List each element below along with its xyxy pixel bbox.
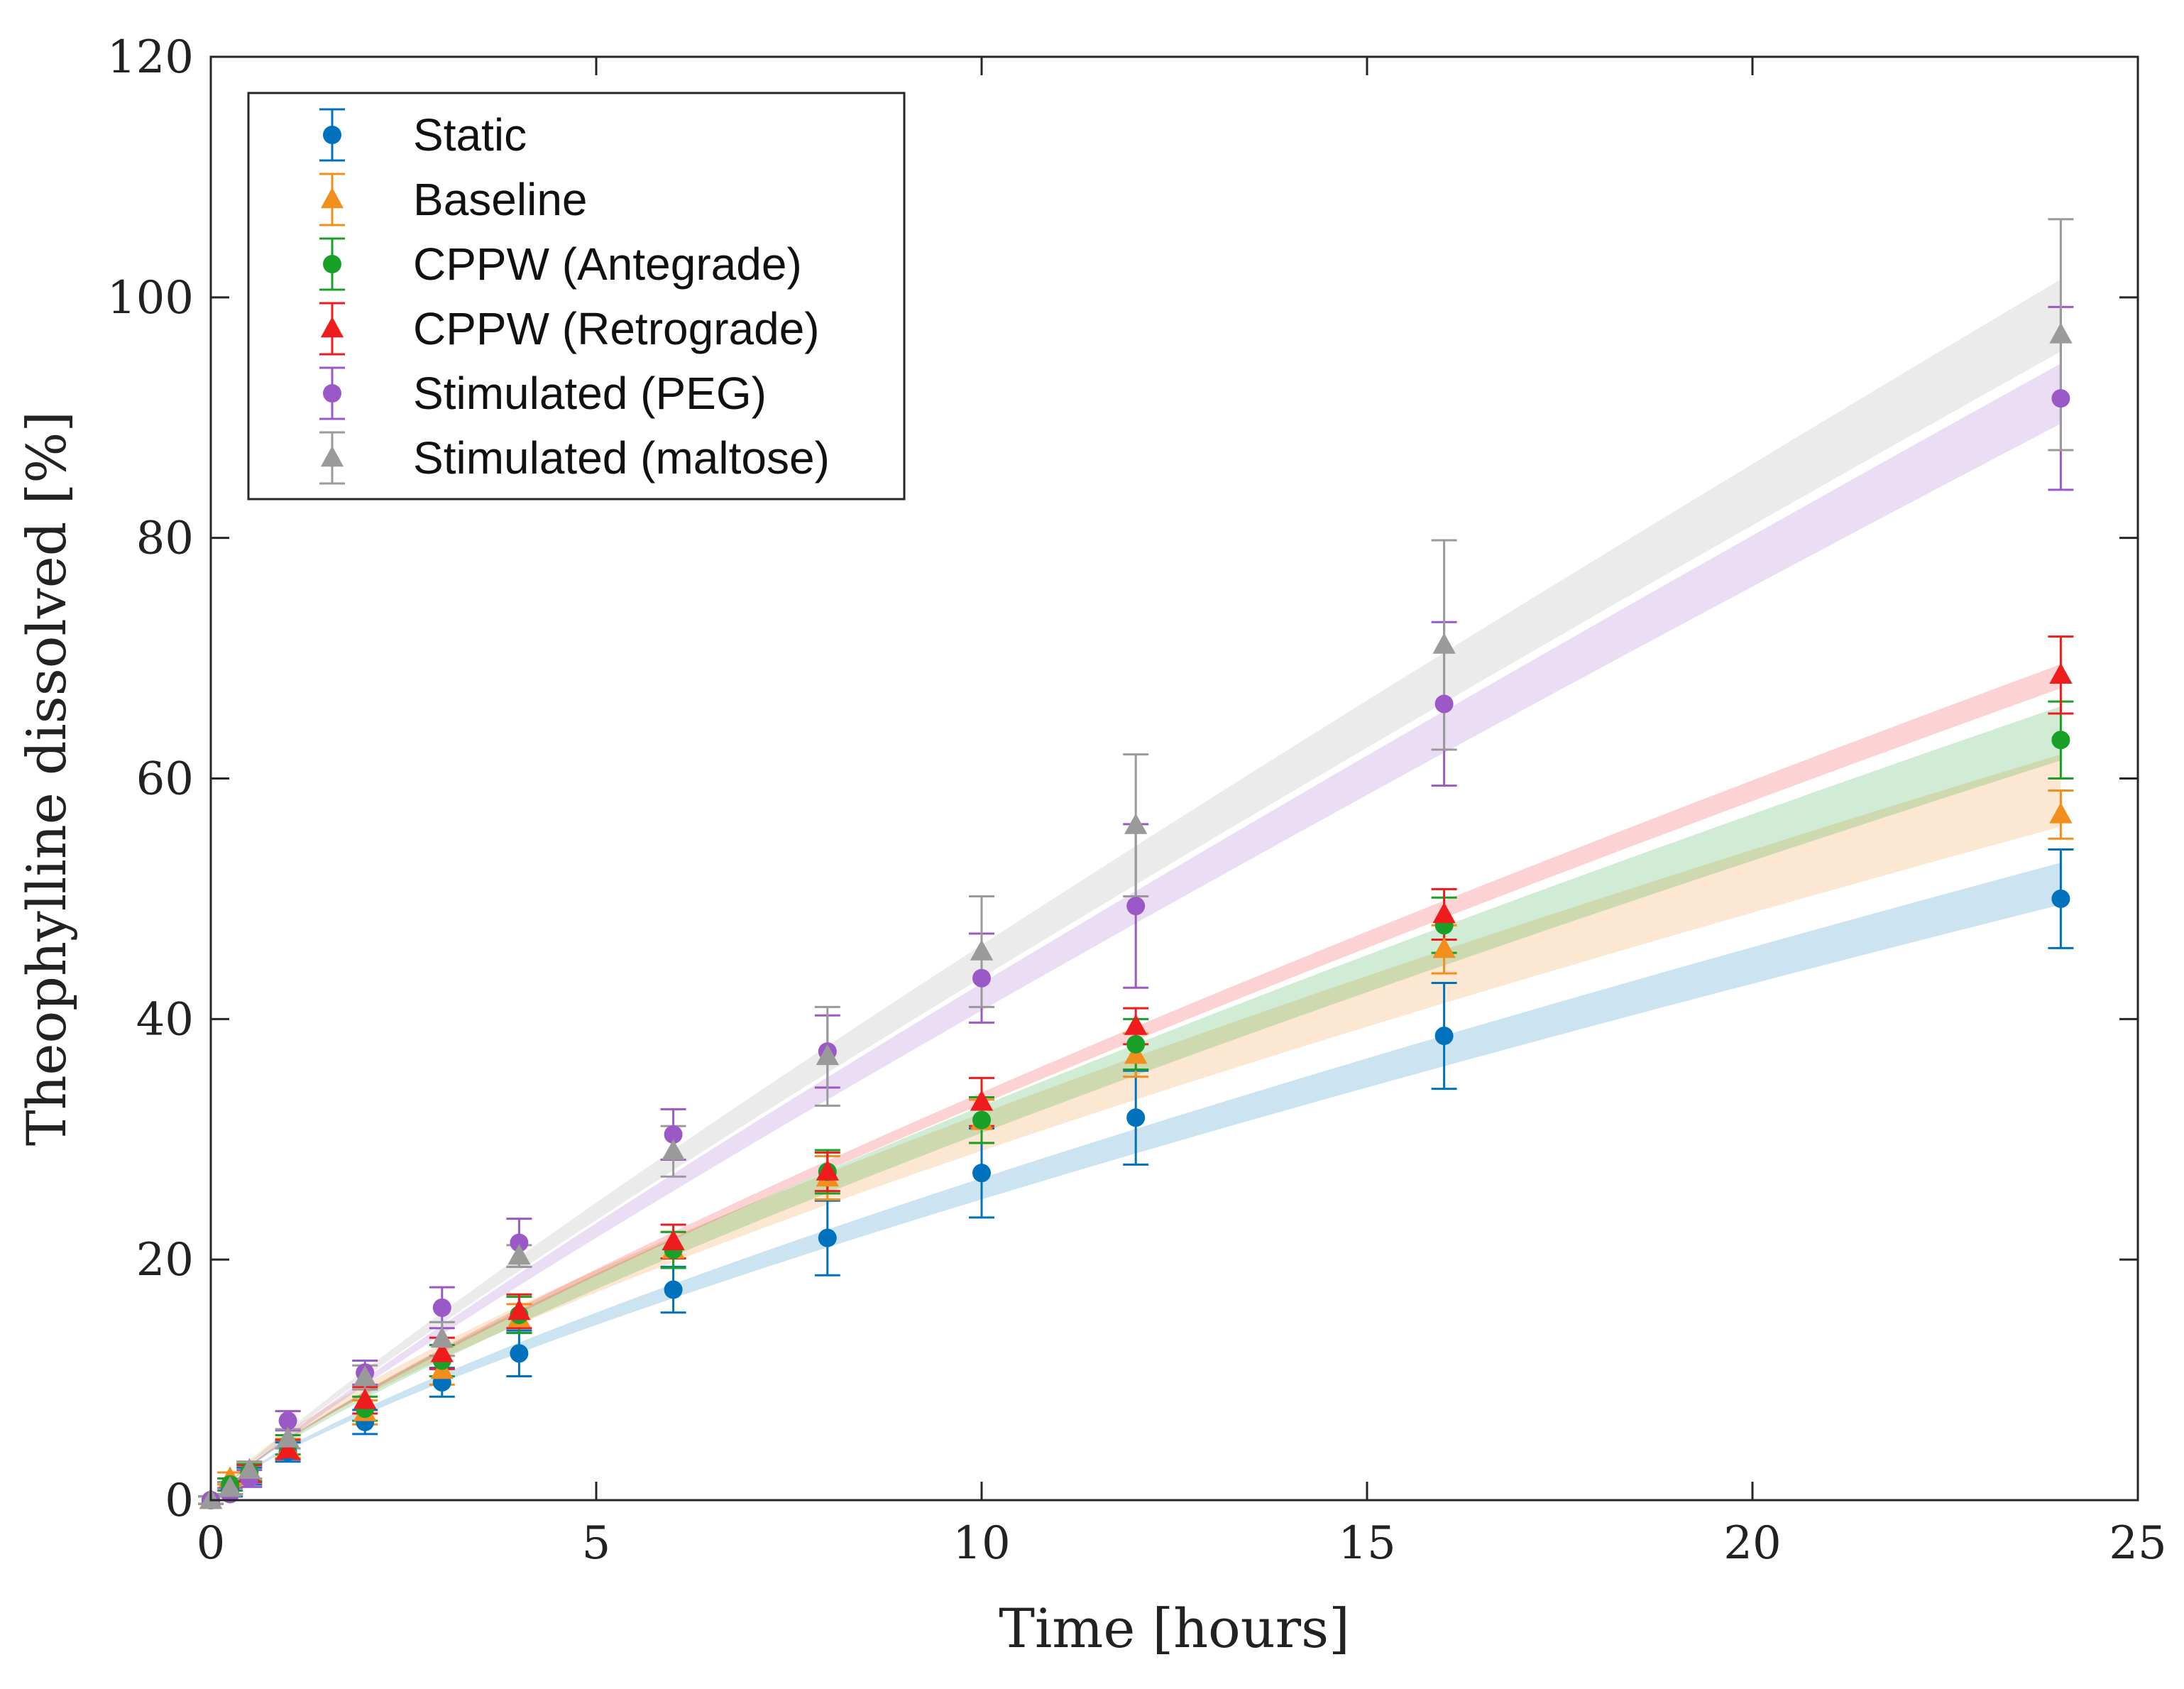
data-point xyxy=(1124,1014,1148,1035)
legend: Static Baseline CPPW (Antegrade) CPPW (Retr… xyxy=(247,92,906,501)
legend-entry-label: CPPW (Antegrade) xyxy=(413,239,802,290)
y-tick-label: 40 xyxy=(136,993,194,1046)
axis-ticks: 0 5 10 15 20 25 0 20 40 60 80 100 120 xyxy=(107,31,2167,1570)
data-point xyxy=(510,1344,529,1363)
x-tick-label: 5 xyxy=(582,1517,611,1570)
data-point xyxy=(507,1244,531,1265)
y-tick-label: 80 xyxy=(136,513,194,565)
data-point xyxy=(1434,1027,1454,1046)
legend-entry-label: Static xyxy=(413,109,527,160)
data-point xyxy=(972,1164,991,1183)
data-point xyxy=(432,1298,451,1317)
legend-marker xyxy=(320,187,344,209)
y-tick-label: 120 xyxy=(107,31,194,84)
data-point xyxy=(2051,389,2070,408)
data-point xyxy=(1432,937,1456,958)
y-tick-label: 100 xyxy=(107,272,194,324)
legend-entry-label: Stimulated (PEG) xyxy=(413,368,767,419)
data-point xyxy=(353,1388,377,1409)
legend-marker xyxy=(323,384,341,403)
data-point xyxy=(2049,802,2073,824)
data-point xyxy=(278,1411,297,1431)
confidence-band xyxy=(211,279,2061,1500)
data-point xyxy=(1126,897,1146,916)
legend-marker xyxy=(323,255,341,273)
x-tick-label: 25 xyxy=(2109,1517,2166,1570)
legend-entry-label: Baseline xyxy=(413,174,588,225)
data-point xyxy=(816,1159,839,1181)
data-point xyxy=(353,1365,377,1387)
data-point xyxy=(972,1110,991,1130)
y-tick-label: 0 xyxy=(165,1475,194,1527)
data-point xyxy=(238,1458,261,1479)
data-point xyxy=(219,1476,242,1497)
confidence-band xyxy=(211,664,2061,1500)
data-point xyxy=(507,1299,531,1321)
data-point xyxy=(276,1437,300,1459)
y-tick-label: 60 xyxy=(136,753,194,806)
data-point xyxy=(430,1327,454,1348)
data-point xyxy=(1124,813,1148,834)
confidence-bands xyxy=(211,279,2061,1500)
data-point xyxy=(662,1229,685,1250)
x-tick-label: 0 xyxy=(197,1517,226,1570)
data-point xyxy=(970,939,994,961)
data-point xyxy=(2051,731,2070,750)
confidence-band xyxy=(211,364,2061,1500)
data-point xyxy=(276,1426,300,1448)
data-point xyxy=(662,1139,685,1160)
legend-marker xyxy=(320,446,344,467)
legend-entry-label: Stimulated (maltose) xyxy=(413,432,830,483)
data-point xyxy=(816,1044,839,1066)
data-point xyxy=(970,1090,994,1111)
data-point xyxy=(972,968,991,988)
legend-box xyxy=(247,92,906,501)
data-point xyxy=(430,1341,454,1362)
confidence-band xyxy=(211,863,2061,1500)
y-axis-label: Theophylline dissolved [%] xyxy=(15,411,78,1146)
data-markers xyxy=(199,322,2073,1509)
y-tick-label: 20 xyxy=(136,1234,194,1286)
data-point xyxy=(2051,889,2070,908)
data-point xyxy=(1126,1108,1146,1127)
data-point xyxy=(510,1233,529,1252)
x-tick-label: 20 xyxy=(1723,1517,1781,1570)
data-point xyxy=(1434,694,1454,714)
data-point xyxy=(664,1125,683,1144)
legend-marker xyxy=(320,317,344,338)
legend-marker xyxy=(323,126,341,144)
data-point xyxy=(1126,1034,1146,1054)
confidence-band xyxy=(211,706,2061,1500)
data-point xyxy=(2049,322,2073,344)
x-axis-label: Time [hours] xyxy=(999,1597,1349,1660)
data-point xyxy=(818,1228,837,1247)
x-tick-label: 10 xyxy=(953,1517,1010,1570)
x-tick-label: 15 xyxy=(1338,1517,1395,1570)
data-point xyxy=(2049,662,2073,684)
data-point xyxy=(1432,633,1456,654)
data-point xyxy=(664,1280,683,1299)
confidence-band xyxy=(211,754,2061,1500)
data-point xyxy=(1432,902,1456,924)
legend-entry-label: CPPW (Retrograde) xyxy=(413,303,820,354)
